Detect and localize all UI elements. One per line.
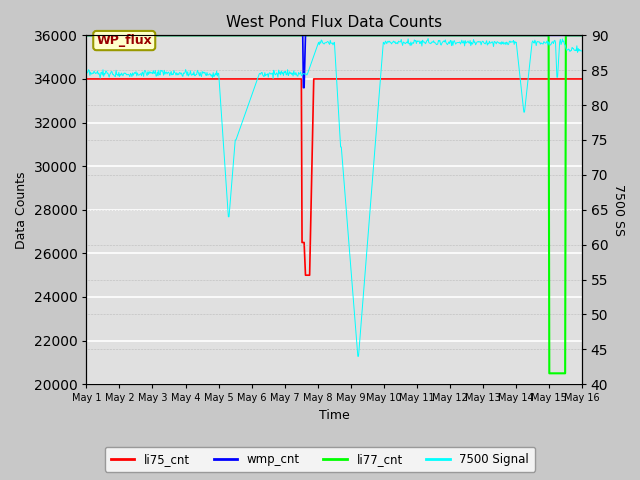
Text: WP_flux: WP_flux [97,34,152,47]
Title: West Pond Flux Data Counts: West Pond Flux Data Counts [226,15,442,30]
Y-axis label: 7500 SS: 7500 SS [612,184,625,236]
Y-axis label: Data Counts: Data Counts [15,171,28,249]
Legend: li75_cnt, wmp_cnt, li77_cnt, 7500 Signal: li75_cnt, wmp_cnt, li77_cnt, 7500 Signal [105,447,535,472]
X-axis label: Time: Time [319,409,349,422]
